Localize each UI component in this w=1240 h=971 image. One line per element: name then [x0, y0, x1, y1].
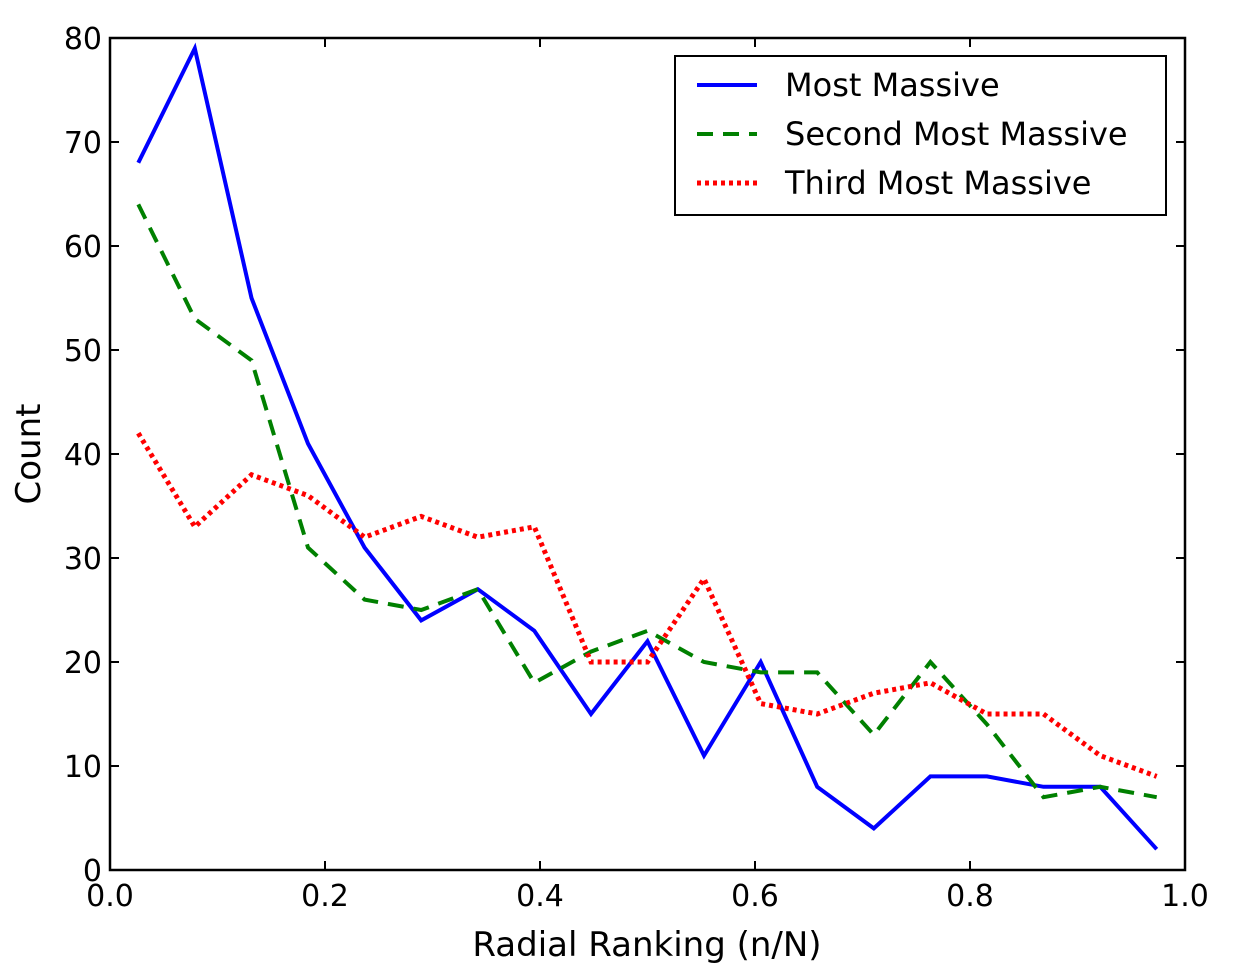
legend-label-1: Most Massive: [785, 66, 1000, 104]
y-tick-label: 40: [64, 438, 102, 473]
x-tick-label: 0.2: [301, 879, 349, 914]
y-tick-label: 30: [64, 542, 102, 577]
legend: Most Massive Second Most Massive Third Mos…: [674, 55, 1167, 216]
x-tick-label: 0.8: [946, 879, 994, 914]
y-axis-label: Count: [9, 404, 49, 505]
series-layer: [136, 42, 1159, 851]
x-tick-label: 0.6: [731, 879, 779, 914]
y-tick-label: 50: [64, 334, 102, 369]
y-tick-label: 80: [64, 22, 102, 57]
y-tick-label: 0: [83, 854, 102, 889]
y-tick-label: 60: [64, 230, 102, 265]
ticks-layer: 0.0 0.2 0.4 0.6 0.8 1.0 0 10 20 30 40 50 60 70 80: [64, 22, 1209, 914]
x-axis-label: Radial Ranking (n/N): [472, 925, 821, 965]
legend-label-3: Third Most Massive: [784, 164, 1091, 202]
y-tick-label: 10: [64, 750, 102, 785]
x-tick-label: 0.4: [516, 879, 564, 914]
y-tick-label: 20: [64, 646, 102, 681]
x-tick-label: 1.0: [1161, 879, 1209, 914]
y-tick-label: 70: [64, 126, 102, 161]
legend-label-2: Second Most Massive: [785, 115, 1128, 153]
series-line-3: [136, 431, 1158, 779]
x-tick-label: 0.0: [86, 879, 134, 914]
series-line-1: [136, 42, 1159, 851]
series-line-2: [136, 203, 1158, 800]
